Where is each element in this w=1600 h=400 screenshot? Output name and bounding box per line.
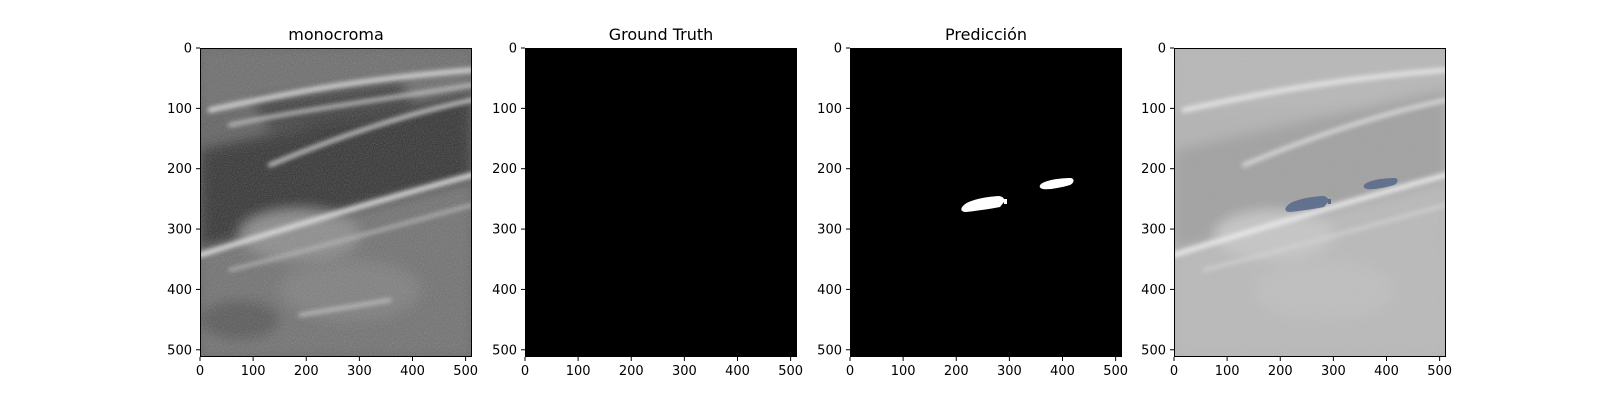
y-tick-label: 500	[167, 343, 192, 358]
x-tick-label: 200	[294, 364, 319, 379]
y-tick-label: 400	[817, 283, 842, 298]
x-tick-label: 100	[891, 364, 916, 379]
x-tick-label: 500	[1103, 364, 1128, 379]
y-tick-label: 200	[167, 162, 192, 177]
x-tick-label: 300	[347, 364, 372, 379]
overlay-blob	[1285, 196, 1329, 212]
y-tick-label: 400	[167, 283, 192, 298]
ground-truth-mask	[525, 48, 797, 357]
x-tick-label: 300	[672, 364, 697, 379]
axes: 0 100 200 300 400 500 0 100 200 300 400 500 0 100 200 3…	[167, 42, 1452, 380]
y-tick-label: 0	[509, 42, 517, 57]
y-tick-label: 200	[492, 162, 517, 177]
prediction-blob	[961, 196, 1005, 212]
y-tick-label: 300	[1141, 223, 1166, 238]
ultrasound-image	[200, 48, 472, 357]
x-tick-label: 100	[566, 364, 591, 379]
panel-overlay	[1174, 48, 1446, 357]
x-tick-label: 0	[521, 364, 529, 379]
y-tick-label: 300	[817, 223, 842, 238]
y-tick-label: 100	[817, 102, 842, 117]
x-tick-label: 100	[241, 364, 266, 379]
x-tick-label: 400	[400, 364, 425, 379]
x-tick-label: 0	[1170, 364, 1178, 379]
x-tick-label: 100	[1215, 364, 1240, 379]
x-tick-label: 200	[944, 364, 969, 379]
y-tick-label: 0	[834, 42, 842, 57]
panel-monocroma: monocroma	[200, 25, 472, 357]
overlay-image	[1174, 48, 1446, 357]
x-tick-label: 500	[1427, 364, 1452, 379]
y-tick-label: 500	[492, 343, 517, 358]
y-tick-label: 400	[492, 283, 517, 298]
y-tick-label: 300	[167, 223, 192, 238]
overlay-blob	[1328, 199, 1331, 204]
y-tick-label: 0	[184, 42, 192, 57]
x-tick-label: 400	[1374, 364, 1399, 379]
x-tick-label: 200	[619, 364, 644, 379]
x-tick-label: 400	[1050, 364, 1075, 379]
x-tick-label: 500	[453, 364, 478, 379]
y-tick-label: 100	[1141, 102, 1166, 117]
x-tick-label: 0	[846, 364, 854, 379]
y-tick-label: 500	[817, 343, 842, 358]
x-tick-label: 500	[778, 364, 803, 379]
y-tick-label: 200	[817, 162, 842, 177]
panel-title: monocroma	[288, 25, 384, 44]
y-tick-label: 100	[492, 102, 517, 117]
y-tick-label: 500	[1141, 343, 1166, 358]
panel-title: Predicción	[945, 25, 1027, 44]
y-tick-label: 0	[1158, 42, 1166, 57]
prediction-blob	[1004, 199, 1007, 204]
prediction-blob	[1039, 178, 1074, 190]
x-tick-label: 300	[1321, 364, 1346, 379]
x-tick-label: 400	[725, 364, 750, 379]
y-tick-label: 100	[167, 102, 192, 117]
x-tick-label: 300	[997, 364, 1022, 379]
panel-prediction: Predicción	[850, 25, 1122, 357]
y-tick-label: 300	[492, 223, 517, 238]
panel-title: Ground Truth	[609, 25, 714, 44]
x-tick-label: 0	[196, 364, 204, 379]
overlay-blob	[1363, 178, 1398, 190]
panel-ground-truth: Ground Truth	[525, 25, 797, 357]
y-tick-label: 200	[1141, 162, 1166, 177]
y-tick-label: 400	[1141, 283, 1166, 298]
x-tick-label: 200	[1268, 364, 1293, 379]
